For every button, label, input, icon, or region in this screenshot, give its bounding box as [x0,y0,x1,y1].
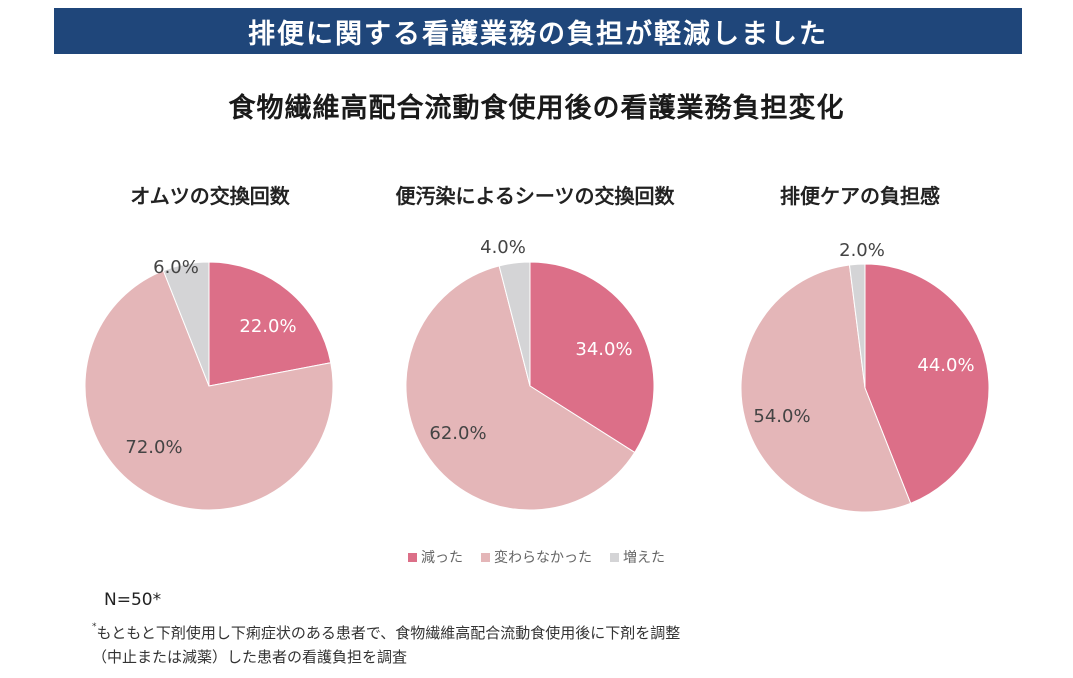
pie-2-label-unchanged: 54.0% [753,406,810,427]
chart-title-sheets: 便汚染によるシーツの交換回数 [395,184,675,208]
main-title: 食物繊維高配合流動食使用後の看護業務負担変化 [228,93,845,124]
pie-1-label-decreased: 34.0% [575,339,632,360]
legend: 減った 変わらなかった 増えた [0,547,1073,567]
legend-label-increased: 増えた [623,550,665,566]
pie-1-label-increased: 4.0% [480,237,526,258]
pie-1-slice-decreased [529,261,655,454]
sample-size-label: N=50* [104,590,162,610]
chart-title-care-burden: 排便ケアの負担感 [780,184,940,208]
pie-0-slice-unchanged [84,270,334,511]
legend-swatch-increased [610,552,619,562]
footnote-line-2: （中止または減薬）した患者の看護負担を調査 [92,648,408,666]
pie-0-slice-decreased [208,261,332,387]
pie-2-slice-unchanged [740,264,912,513]
pie-1-label-unchanged: 62.0% [429,423,486,444]
legend-item-increased: 増えた [610,547,665,567]
pie-2-slice-decreased [864,263,990,504]
legend-label-unchanged: 変わらなかった [494,550,592,566]
pie-0-slice-increased [162,261,210,387]
pie-1-slice-unchanged [405,265,636,511]
footnote-text-1: もともと下剤使用し下痢症状のある患者で、食物繊維高配合流動食使用後に下剤を調整 [96,624,681,642]
legend-swatch-unchanged [481,552,490,562]
chart-title-diaper: オムツの交換回数 [130,184,290,208]
footnote-line-1: *もともと下剤使用し下痢症状のある患者で、食物繊維高配合流動食使用後に下剤を調整 [92,622,680,643]
pie-1-slice-increased [498,261,531,387]
pie-2-label-decreased: 44.0% [917,355,974,376]
legend-label-decreased: 減った [421,550,463,566]
legend-item-decreased: 減った [408,547,463,567]
header-banner: 排便に関する看護業務の負担が軽減しました [54,8,1022,54]
footnote-mark: * [92,622,97,632]
pie-0-label-increased: 6.0% [153,257,199,278]
pie-0-label-decreased: 22.0% [239,316,296,337]
legend-item-unchanged: 変わらなかった [481,547,592,567]
pie-2-slice-increased [848,263,866,389]
pie-2-label-increased: 2.0% [839,240,885,261]
legend-swatch-decreased [408,552,417,562]
pie-0-label-unchanged: 72.0% [125,437,182,458]
